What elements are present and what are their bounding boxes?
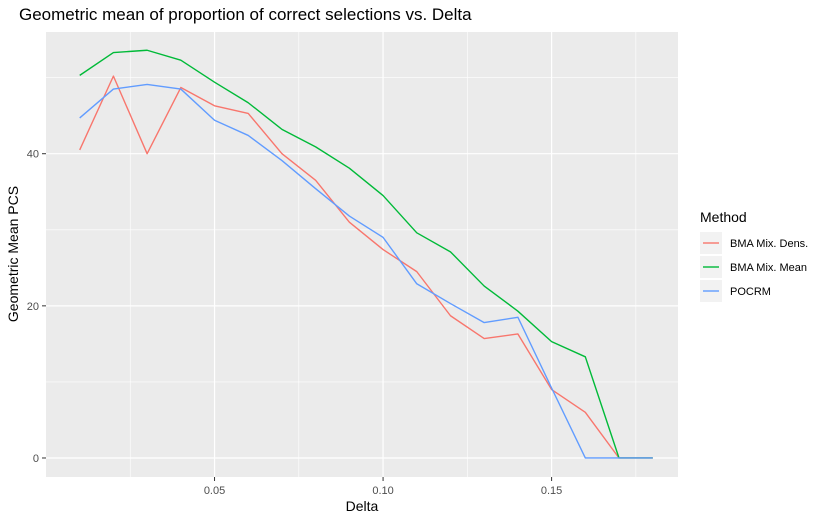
- legend-label: BMA Mix. Dens.: [730, 238, 808, 250]
- x-axis-title: Delta: [346, 498, 379, 514]
- series-lines: [79, 49, 653, 459]
- plot-panel: [46, 32, 678, 477]
- y-tick-label: 0: [33, 453, 39, 465]
- legend-title: Method: [700, 209, 747, 225]
- y-axis-ticks: 0 20 40: [27, 149, 46, 465]
- y-tick-label: 20: [27, 301, 39, 313]
- legend-label: POCRM: [730, 286, 771, 298]
- series-line-3: [79, 83, 653, 459]
- legend-label: BMA Mix. Mean: [730, 262, 807, 274]
- x-axis-ticks: 0.05 0.10 0.15: [204, 477, 562, 497]
- x-tick-label: 0.15: [541, 485, 562, 497]
- chart-title: Geometric mean of proportion of correct …: [19, 5, 472, 24]
- series-line-1: [79, 75, 653, 459]
- legend: Method BMA Mix. Dens. BMA Mix. Mean POCRM: [700, 209, 808, 302]
- series-line-2: [79, 49, 653, 459]
- x-tick-label: 0.05: [204, 485, 225, 497]
- legend-items: BMA Mix. Dens. BMA Mix. Mean POCRM: [700, 232, 808, 302]
- grid-minor: [46, 32, 678, 477]
- y-axis-title: Geometric Mean PCS: [5, 186, 21, 322]
- y-tick-label: 40: [27, 149, 39, 161]
- x-tick-label: 0.10: [372, 485, 393, 497]
